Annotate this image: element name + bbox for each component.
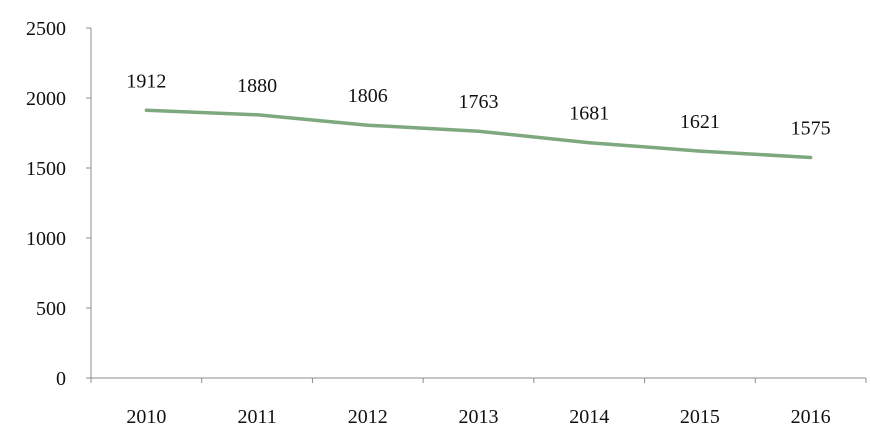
y-tick-label: 1000 [26, 228, 66, 250]
x-tick-label: 2013 [459, 406, 499, 428]
x-axis-ticks: 2010 2011 2012 2013 2014 2015 2016 [90, 378, 867, 428]
data-label: 1621 [680, 111, 720, 133]
data-point [144, 108, 148, 112]
data-label: 1806 [348, 85, 388, 107]
data-point [698, 149, 702, 153]
data-label: 1912 [126, 70, 166, 92]
y-tick-label: 2000 [26, 88, 66, 110]
data-labels: 1912 1880 1806 1763 1681 1621 1575 [126, 70, 830, 139]
data-point [477, 129, 480, 133]
data-label: 1575 [791, 118, 831, 140]
y-axis-ticks: 0 500 1000 1500 2000 2500 [26, 18, 91, 390]
data-label: 1763 [459, 91, 499, 113]
y-tick-label: 0 [56, 368, 66, 390]
x-tick-label: 2012 [348, 406, 388, 428]
data-label: 1880 [237, 75, 277, 97]
data-point [587, 141, 591, 145]
x-tick-label: 2015 [680, 406, 720, 428]
x-tick-label: 2010 [126, 406, 166, 428]
y-tick-label: 2500 [26, 18, 66, 40]
x-tick-label: 2011 [237, 406, 276, 428]
x-tick-label: 2014 [569, 406, 609, 428]
data-label: 1681 [569, 103, 609, 125]
y-tick-label: 1500 [26, 158, 66, 180]
series-layer [144, 108, 813, 160]
data-point [255, 113, 259, 117]
data-point [366, 123, 370, 127]
x-tick-label: 2016 [791, 406, 831, 428]
axes [90, 28, 866, 379]
data-point [809, 156, 813, 159]
y-tick-label: 500 [36, 298, 66, 320]
